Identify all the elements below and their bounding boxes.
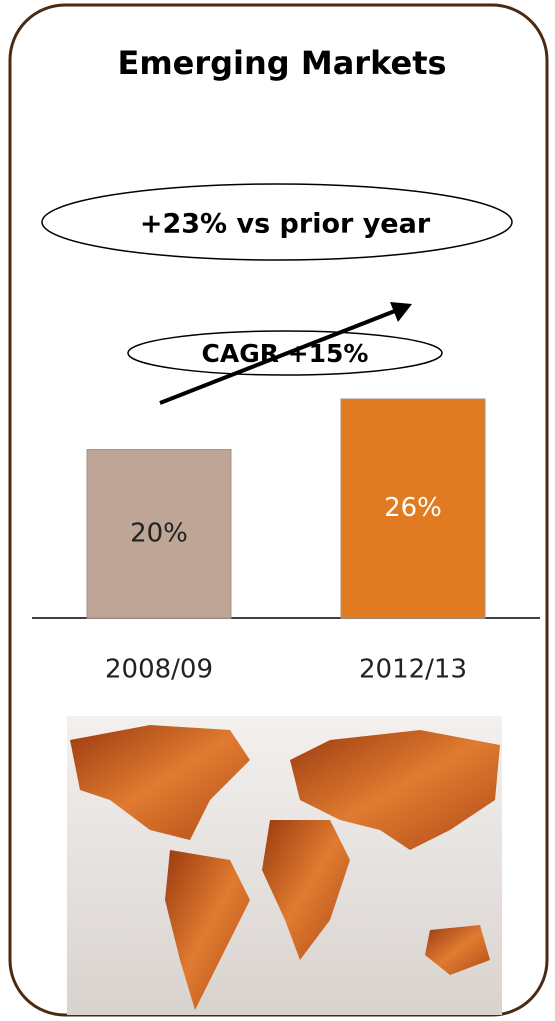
map-image — [67, 716, 502, 1015]
value-label: 26% — [384, 493, 442, 523]
cagr-ellipse — [127, 330, 443, 376]
arrow-head — [390, 302, 412, 322]
annotation: CAGR +15% — [202, 339, 369, 368]
value-label: 20% — [130, 518, 188, 548]
annotation: +23% vs prior year — [140, 209, 431, 240]
bar — [86, 449, 232, 619]
x-tick-label: 2008/09 — [105, 655, 213, 685]
x-tick-label: 2012/13 — [359, 655, 467, 685]
callout-ellipse — [41, 183, 513, 261]
trend-arrow — [159, 307, 401, 405]
bar — [340, 398, 486, 619]
chart-title: Emerging Markets — [117, 44, 446, 82]
